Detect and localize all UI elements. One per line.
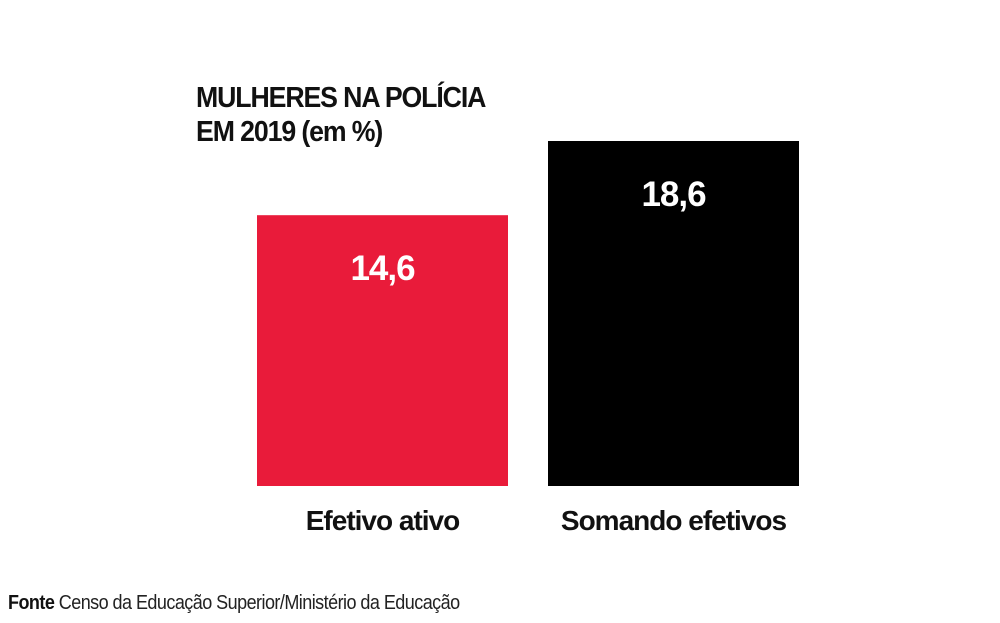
chart-title-line-2: EM 2019 (em %) (196, 116, 383, 148)
category-label-0: Efetivo ativo (306, 505, 460, 536)
source-text: Censo da Educação Superior/Ministério da… (58, 592, 460, 614)
bar-value-label-0: 14,6 (350, 249, 415, 288)
source-label: Fonte (8, 592, 55, 614)
category-label-1: Somando efetivos (561, 505, 787, 536)
bar-value-label-1: 18,6 (641, 175, 706, 214)
bar-0 (257, 215, 508, 486)
chart-title-line-1: MULHERES NA POLÍCIA (196, 82, 486, 114)
source-note: Fonte Censo da Educação Superior/Ministé… (8, 592, 460, 615)
bar-1 (548, 141, 799, 486)
